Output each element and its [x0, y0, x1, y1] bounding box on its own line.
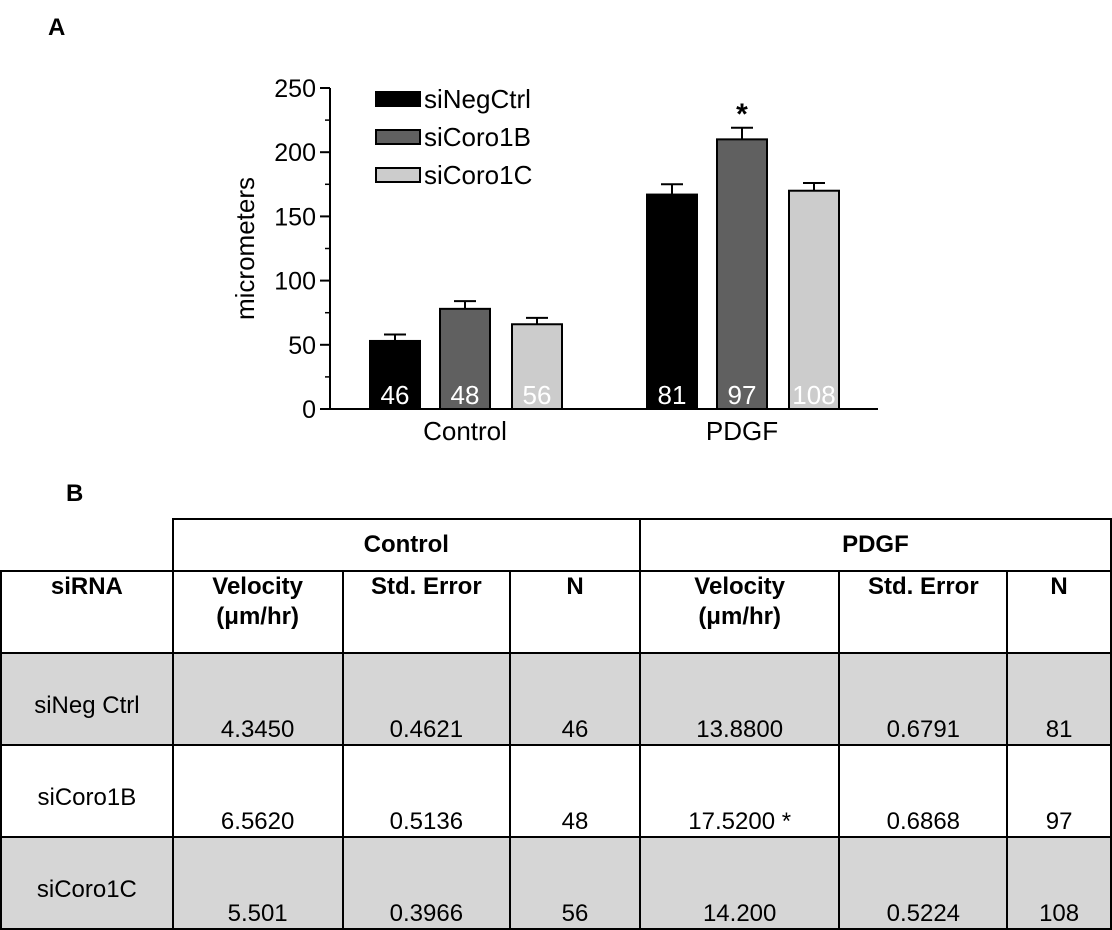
y-tick-label: 50 — [288, 332, 316, 360]
y-tick-label: 250 — [274, 75, 316, 103]
col-header-sirna: siRNA — [0, 570, 174, 654]
legend-label: siCoro1B — [424, 122, 531, 152]
control-velocity: 5.501 — [171, 836, 344, 930]
table-row: siNeg Ctrl 4.3450 0.4621 46 13.8800 0.67… — [0, 652, 1112, 746]
velocity-table-container: Control PDGF siRNA Velocity (μm/hr) Std. … — [0, 518, 1112, 930]
table-row: siCoro1B 6.5620 0.5136 48 17.5200 * 0.68… — [0, 744, 1112, 838]
control-std-error: 0.4621 — [341, 652, 512, 746]
y-tick-label: 200 — [274, 139, 316, 167]
chart-bars: 46 81 48 97 56 108 * — [369, 98, 840, 411]
velocity-unit: (μm/hr) — [698, 603, 781, 630]
y-tick-label: 150 — [274, 203, 316, 231]
pdgf-velocity: 14.200 — [638, 836, 841, 930]
bar — [646, 193, 698, 410]
bar-n-label: 46 — [381, 380, 410, 410]
table-row: siCoro1C 5.501 0.3966 56 14.200 0.5224 1… — [0, 836, 1112, 930]
chart-axes: 0 50 100 150 200 250 micrometers Control PDGF — [230, 75, 878, 446]
bar — [716, 138, 768, 411]
legend-label: siCoro1C — [424, 160, 532, 190]
pdgf-std-error: 0.6791 — [838, 652, 1009, 746]
bar-n-label: 97 — [728, 380, 757, 410]
bar-chart: 0 50 100 150 200 250 micrometers Control PDGF 46… — [230, 75, 878, 446]
velocity-table: Control PDGF siRNA Velocity (μm/hr) Std. … — [0, 518, 1112, 930]
col-header-control-n: N — [509, 570, 641, 654]
table-corner — [1, 519, 174, 572]
group-header-pdgf: PDGF — [638, 518, 1112, 572]
bar — [788, 189, 840, 410]
bar-n-label: 56 — [523, 380, 552, 410]
bar-n-label: 108 — [792, 380, 835, 410]
row-name: siCoro1B — [0, 744, 174, 838]
row-name: siNeg Ctrl — [0, 652, 174, 746]
chart-legend: siNegCtrl siCoro1B siCoro1C — [375, 84, 532, 190]
panel-b-label: B — [66, 480, 84, 507]
pdgf-n: 108 — [1006, 836, 1112, 930]
velocity-label: Velocity — [694, 573, 786, 600]
control-n: 48 — [509, 744, 641, 838]
group-header-control: Control — [171, 518, 641, 572]
col-header-control-velocity: Velocity (μm/hr) — [171, 570, 344, 654]
control-std-error: 0.5136 — [341, 744, 512, 838]
x-category-label: PDGF — [706, 416, 778, 446]
control-velocity: 4.3450 — [171, 652, 344, 746]
legend-swatch — [375, 167, 421, 183]
row-name: siCoro1C — [0, 836, 174, 930]
y-tick-label: 100 — [274, 268, 316, 296]
y-tick-label: 0 — [302, 396, 316, 424]
x-category-label: Control — [423, 416, 507, 446]
pdgf-n: 97 — [1006, 744, 1112, 838]
bar-n-label: 81 — [658, 380, 687, 410]
legend-label: siNegCtrl — [424, 84, 531, 114]
significance-annotation: * — [736, 98, 748, 131]
control-velocity: 6.5620 — [171, 744, 344, 838]
col-header-control-std-error: Std. Error — [341, 570, 512, 654]
bar-n-label: 48 — [451, 380, 480, 410]
legend-swatch — [375, 91, 421, 107]
col-header-pdgf-velocity: Velocity (μm/hr) — [638, 570, 841, 654]
bar — [369, 339, 421, 410]
pdgf-n: 81 — [1006, 652, 1112, 746]
bar — [511, 323, 563, 411]
y-axis-label: micrometers — [230, 177, 260, 320]
pdgf-std-error: 0.5224 — [838, 836, 1009, 930]
col-header-pdgf-std-error: Std. Error — [838, 570, 1009, 654]
control-n: 56 — [509, 836, 641, 930]
panel-a-label: A — [48, 14, 66, 41]
legend-swatch — [375, 129, 421, 145]
bar — [439, 307, 491, 410]
control-n: 46 — [509, 652, 641, 746]
velocity-label: Velocity — [212, 573, 303, 600]
velocity-unit: (μm/hr) — [216, 603, 299, 630]
control-std-error: 0.3966 — [341, 836, 512, 930]
col-header-pdgf-n: N — [1006, 570, 1112, 654]
pdgf-velocity: 13.8800 — [638, 652, 841, 746]
pdgf-velocity: 17.5200 * — [638, 744, 841, 838]
pdgf-std-error: 0.6868 — [838, 744, 1009, 838]
